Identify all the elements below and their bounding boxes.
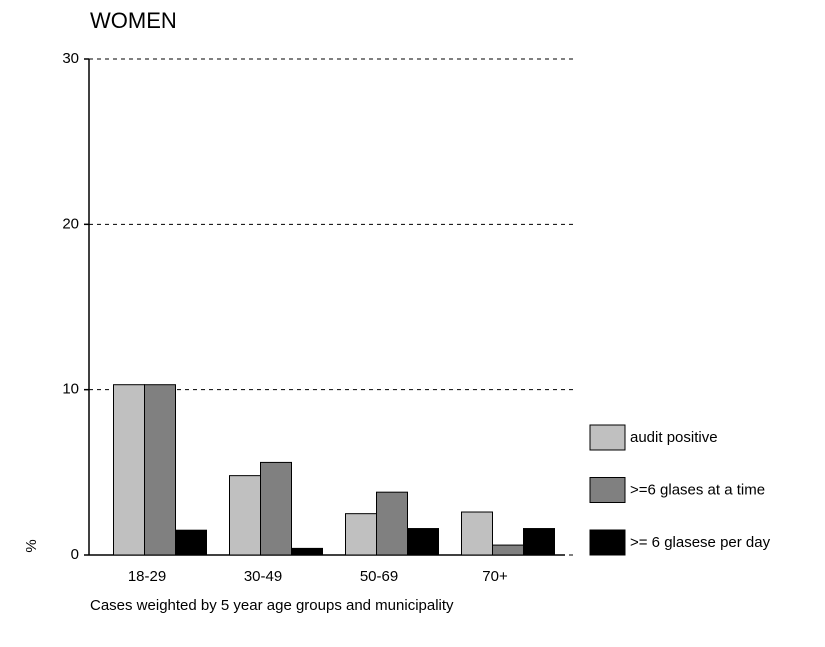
legend-label: >=6 glases at a time	[630, 481, 765, 498]
bar	[144, 384, 176, 556]
chart-title: WOMEN	[90, 8, 177, 33]
y-tick-label: 10	[62, 381, 79, 398]
legend-swatch	[589, 529, 626, 556]
bar	[229, 475, 261, 556]
x-tick-label: 70+	[482, 568, 508, 585]
bar	[260, 461, 292, 556]
bar	[407, 528, 439, 556]
x-tick-label: 18-29	[128, 568, 166, 585]
bar	[492, 544, 524, 556]
x-tick-label: 30-49	[244, 568, 282, 585]
bar	[345, 513, 377, 556]
bar	[175, 529, 207, 556]
x-tick-label: 50-69	[360, 568, 398, 585]
legend-label: >= 6 glasese per day	[630, 534, 771, 551]
bar	[376, 491, 408, 556]
bar	[461, 511, 493, 556]
bar	[523, 528, 555, 556]
legend-swatch	[589, 477, 626, 503]
legend-label: audit positive	[630, 429, 718, 446]
bar	[291, 547, 323, 556]
y-axis-label: %	[23, 539, 40, 552]
y-tick-label: 30	[62, 50, 79, 67]
y-tick-label: 20	[62, 215, 79, 232]
bar	[113, 384, 145, 556]
legend-swatch	[589, 424, 626, 451]
footnote: Cases weighted by 5 year age groups and …	[90, 597, 454, 614]
y-tick-label: 0	[71, 546, 79, 563]
